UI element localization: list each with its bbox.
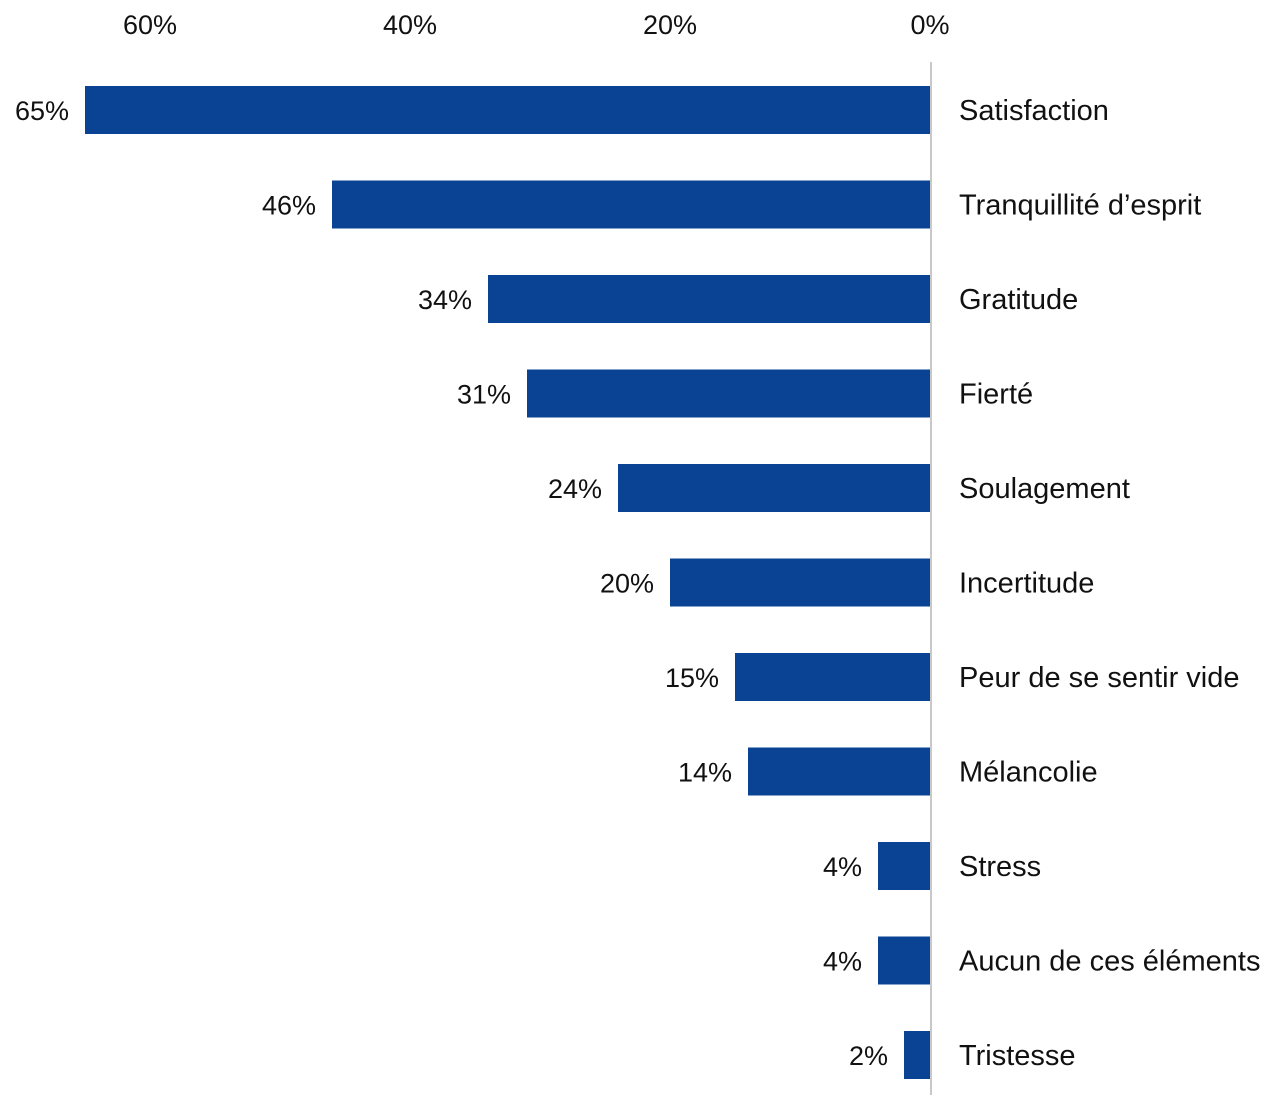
category-label: Aucun de ces éléments	[959, 946, 1260, 978]
category-label: Incertitude	[959, 568, 1094, 600]
bar	[527, 369, 930, 418]
category-label: Tranquillité d’esprit	[959, 190, 1201, 222]
category-label: Satisfaction	[959, 95, 1109, 127]
data-label: 15%	[665, 663, 719, 693]
category-label: Fierté	[959, 379, 1033, 411]
data-label: 2%	[849, 1041, 888, 1071]
x-tick-label: 60%	[123, 10, 177, 40]
category-label: Peur de se sentir vide	[959, 662, 1239, 694]
data-label: 34%	[418, 285, 472, 315]
data-label: 24%	[548, 474, 602, 504]
category-label: Mélancolie	[959, 757, 1098, 789]
bar	[735, 653, 930, 701]
x-tick-label: 40%	[383, 10, 437, 40]
data-label: 65%	[15, 96, 69, 126]
bar	[904, 1031, 930, 1079]
data-label: 20%	[600, 569, 654, 599]
bar	[488, 275, 930, 323]
data-label: 4%	[823, 852, 862, 882]
category-labels: Satisfaction Tranquillité d’esprit Gratitu…	[959, 95, 1260, 1072]
bar	[332, 180, 930, 229]
bar	[618, 464, 930, 512]
bar	[670, 558, 930, 607]
data-label: 46%	[262, 191, 316, 221]
category-label: Soulagement	[959, 473, 1130, 505]
data-label: 4%	[823, 947, 862, 977]
bar	[85, 86, 930, 134]
data-label: 14%	[678, 758, 732, 788]
category-label: Stress	[959, 851, 1041, 883]
category-label: Tristesse	[959, 1040, 1076, 1072]
category-label: Gratitude	[959, 284, 1078, 316]
x-tick-label: 0%	[910, 10, 949, 40]
value-labels: 65% 46% 34% 31% 24% 20% 15% 14% 4% 4% 2%	[15, 96, 888, 1071]
bar	[878, 936, 930, 985]
bar	[878, 842, 930, 890]
x-tick-label: 20%	[643, 10, 697, 40]
data-label: 31%	[457, 380, 511, 410]
bar	[748, 747, 930, 796]
bars	[85, 86, 930, 1079]
x-axis-ticks: 60% 40% 20% 0%	[123, 10, 950, 40]
